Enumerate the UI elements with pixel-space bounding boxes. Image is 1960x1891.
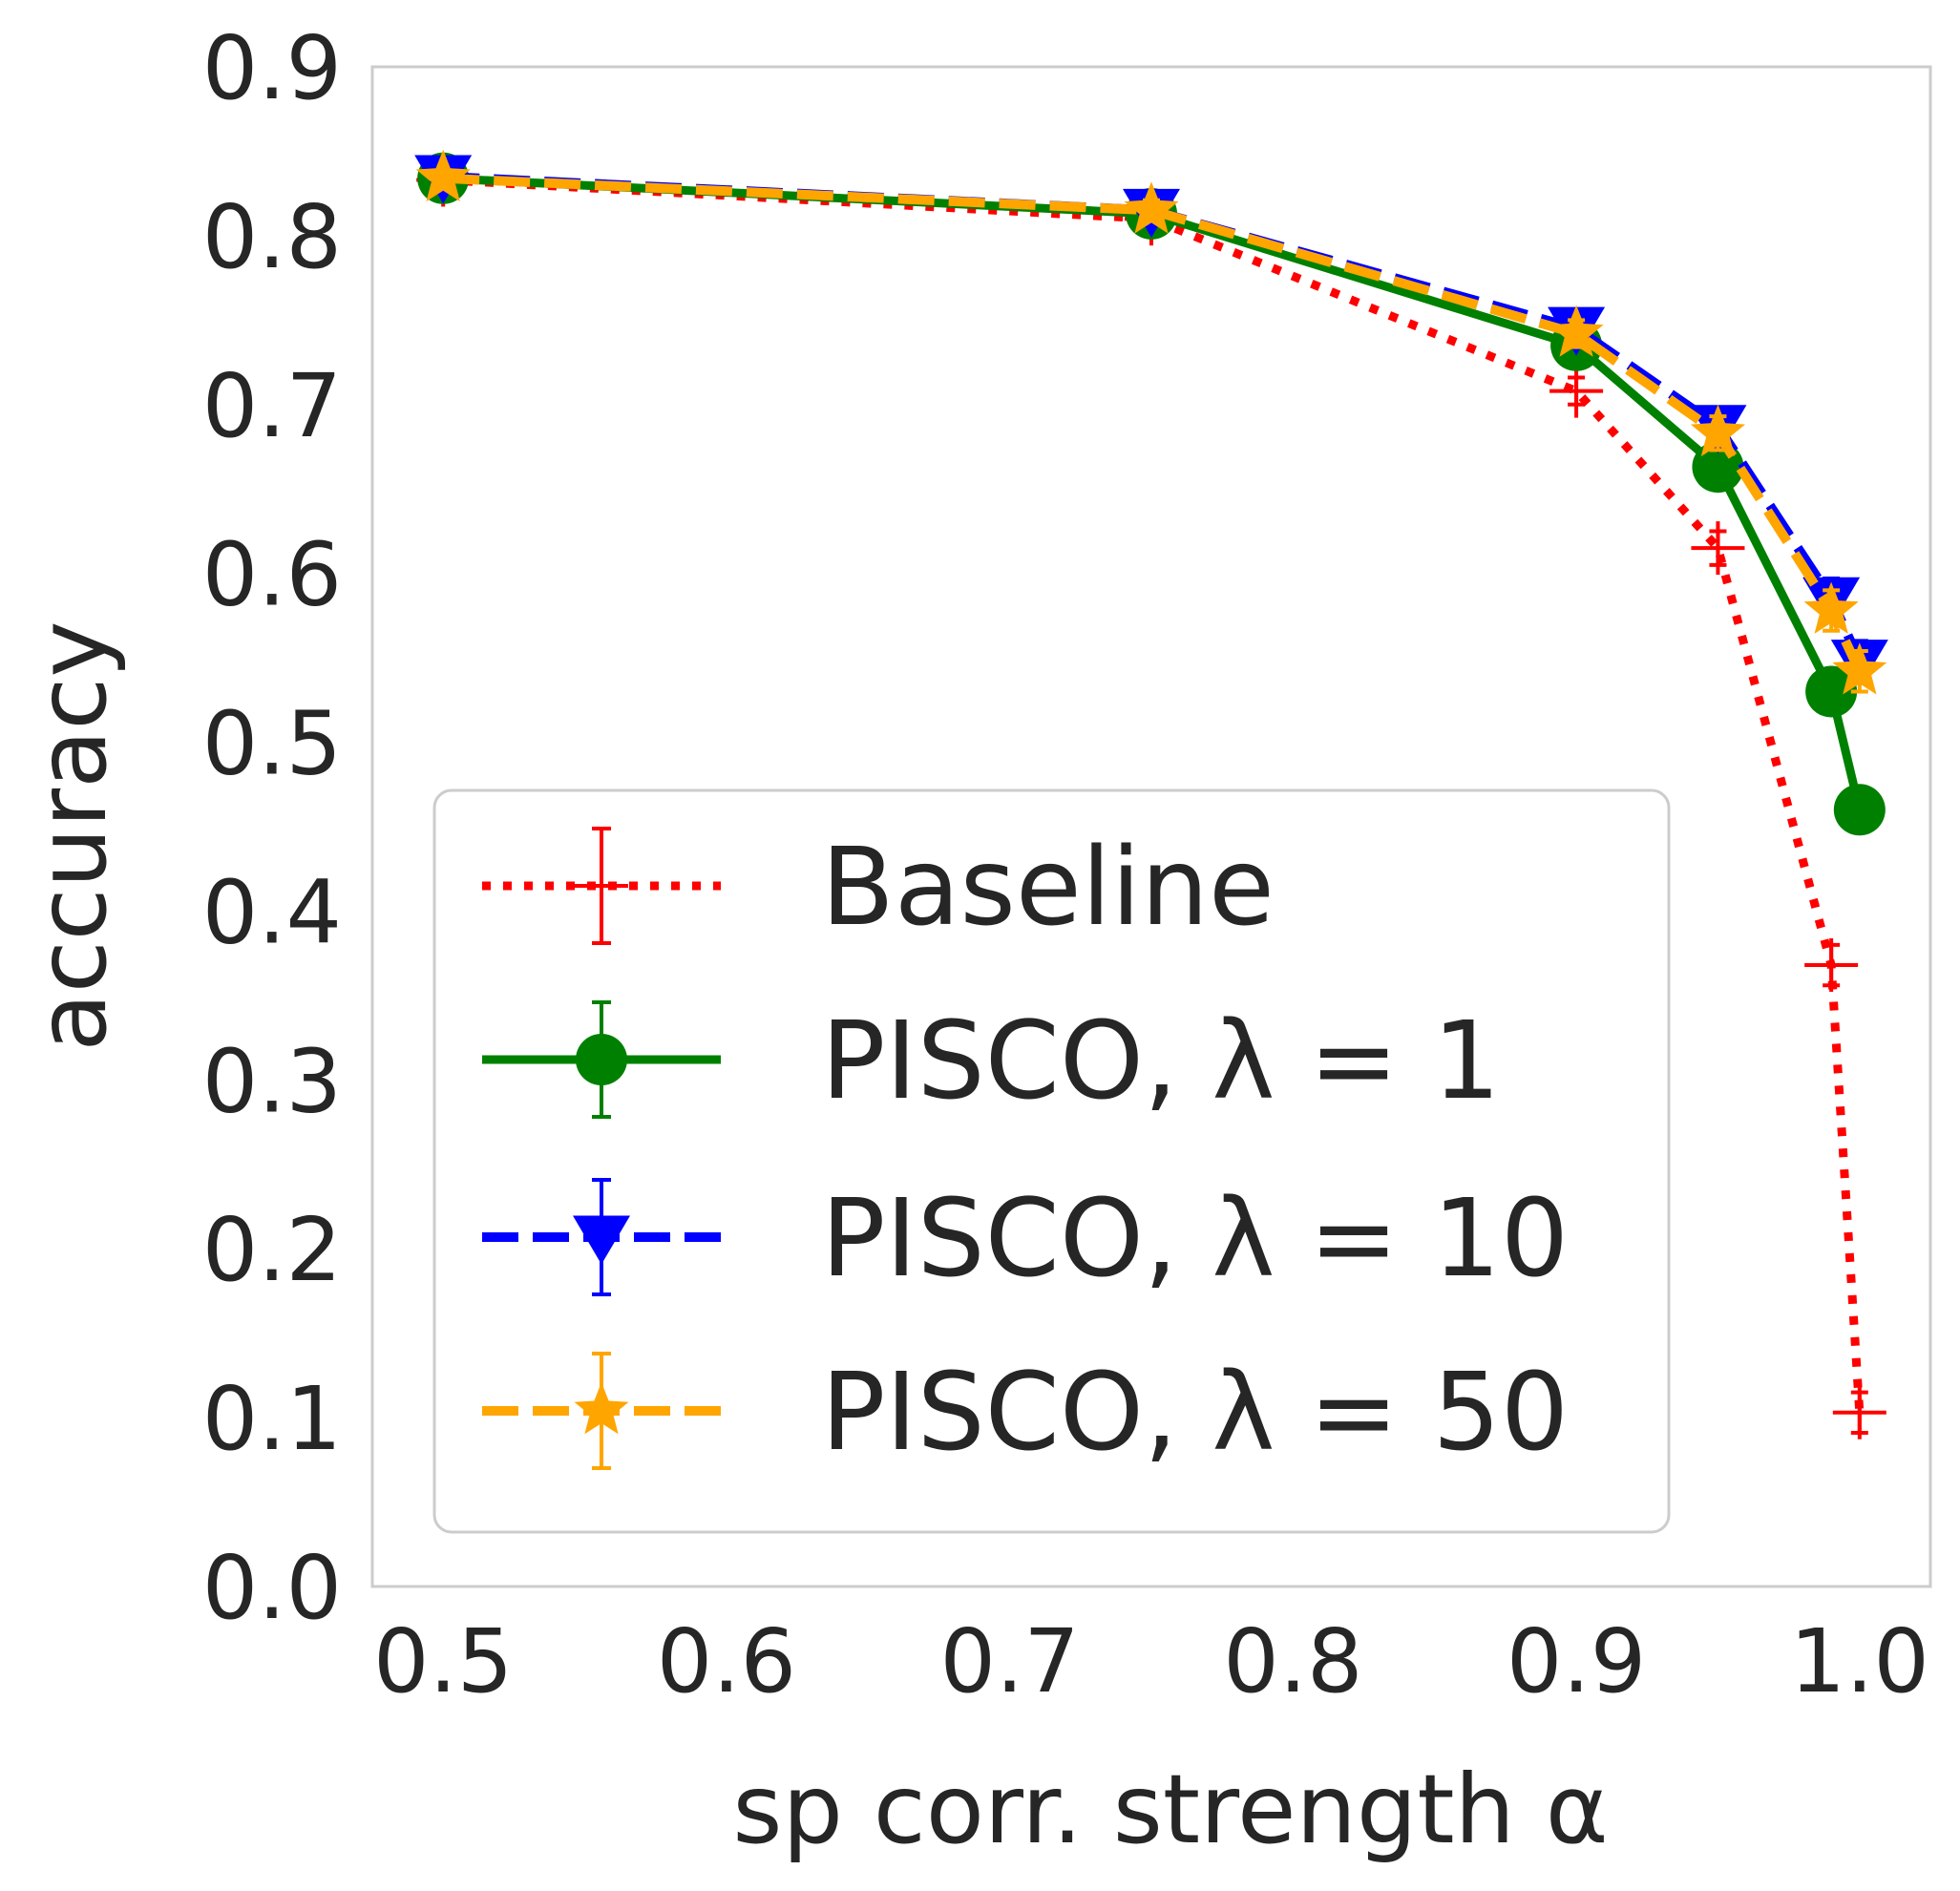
data-point — [1803, 581, 1859, 634]
legend-label: Baseline — [821, 826, 1275, 950]
data-point — [1691, 521, 1745, 576]
y-tick-label: 0.1 — [202, 1368, 342, 1470]
data-point — [1549, 305, 1604, 357]
series-3 — [415, 149, 1887, 695]
x-axis-label: sp corr. strength α — [732, 1754, 1608, 1865]
data-point — [1804, 938, 1859, 993]
legend-item: PISCO, λ = 50 — [482, 1351, 1569, 1475]
data-point — [1124, 181, 1179, 234]
series-line — [442, 176, 1865, 1414]
y-tick-label: 0.8 — [202, 186, 342, 288]
legend-frame — [432, 788, 1671, 1534]
legend: Baseline PISCO, λ = 1 PISCO, λ = 10 PISCO, … — [432, 788, 1671, 1534]
data-point — [1690, 404, 1745, 457]
y-tick-label: 0.4 — [202, 861, 342, 963]
y-tick-label: 0.3 — [202, 1030, 342, 1132]
y-tick-label: 0.9 — [202, 17, 342, 119]
legend-label: PISCO, λ = 50 — [821, 1351, 1569, 1475]
x-tick-label: 1.0 — [1790, 1610, 1929, 1712]
legend-marker — [576, 1034, 627, 1085]
series — [414, 149, 1888, 1439]
legend-item: Baseline — [482, 826, 1275, 950]
x-tick-label: 0.7 — [939, 1610, 1079, 1712]
x-tick-label: 0.6 — [657, 1610, 796, 1712]
y-tick-label: 0.5 — [202, 693, 342, 795]
y-axis-ticks: 0.0 0.1 0.2 0.3 0.4 0.5 0.6 0.7 0.8 0.9 — [202, 17, 342, 1639]
legend-label: PISCO, λ = 1 — [821, 999, 1501, 1124]
x-axis-ticks: 0.5 0.6 0.7 0.8 0.9 1.0 — [373, 1610, 1929, 1712]
legend-item: PISCO, λ = 10 — [482, 1177, 1569, 1301]
data-point — [415, 149, 471, 201]
data-point — [1833, 784, 1886, 836]
data-point — [1832, 1385, 1886, 1439]
x-tick-label: 0.8 — [1223, 1610, 1362, 1712]
data-point — [1549, 364, 1604, 418]
y-tick-label: 0.6 — [202, 524, 342, 626]
legend-marker — [574, 1382, 629, 1435]
y-tick-label: 0.7 — [202, 355, 342, 457]
legend-marker — [575, 859, 628, 913]
x-tick-label: 0.5 — [373, 1610, 513, 1712]
y-tick-label: 0.2 — [202, 1199, 342, 1301]
y-axis-label: accuracy — [16, 620, 128, 1051]
y-tick-label: 0.0 — [202, 1537, 342, 1639]
legend-items: Baseline PISCO, λ = 1 PISCO, λ = 10 PISCO, … — [482, 826, 1569, 1475]
data-point — [1805, 665, 1858, 718]
legend-marker — [573, 1215, 630, 1265]
legend-item: PISCO, λ = 1 — [482, 999, 1501, 1124]
x-tick-label: 0.9 — [1507, 1610, 1646, 1712]
legend-label: PISCO, λ = 10 — [821, 1177, 1569, 1301]
data-point — [1832, 642, 1887, 695]
